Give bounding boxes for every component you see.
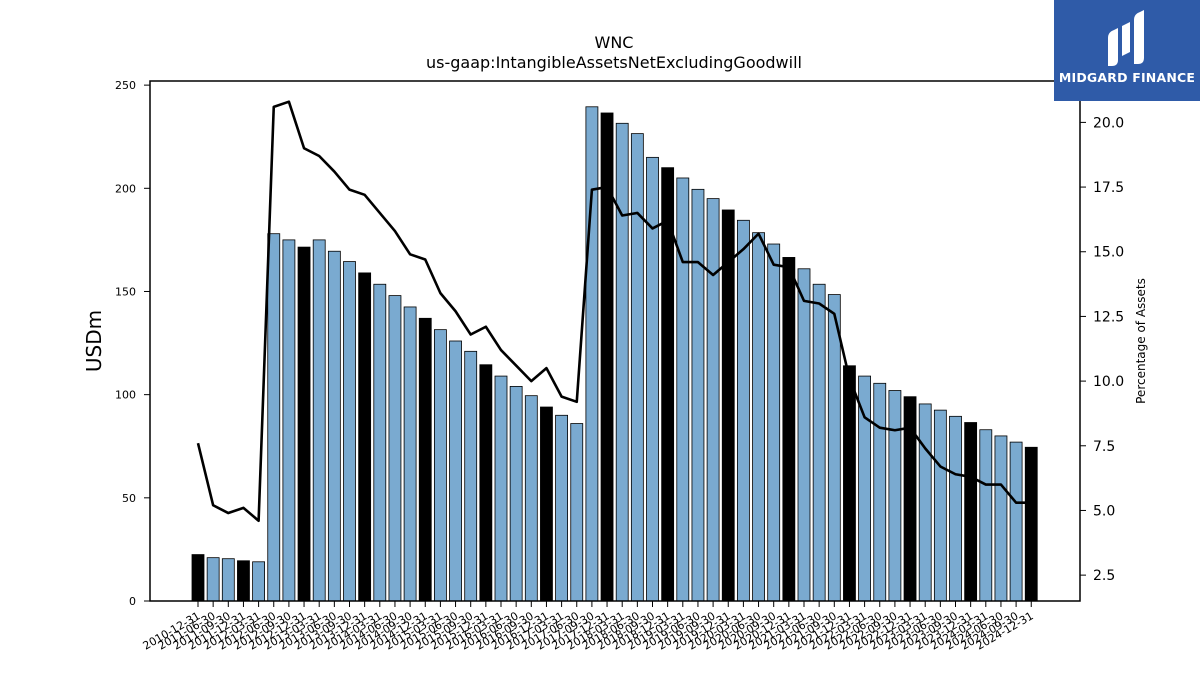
bar xyxy=(479,364,493,602)
bar xyxy=(782,257,796,602)
bar xyxy=(464,350,478,602)
bar xyxy=(737,219,750,602)
bar xyxy=(297,246,311,602)
bar xyxy=(767,243,781,602)
bar xyxy=(221,558,235,602)
y2-tick-label: 5.0 xyxy=(1093,503,1115,519)
bar xyxy=(494,375,508,602)
bar xyxy=(706,198,720,602)
bar xyxy=(252,561,266,602)
bar xyxy=(570,423,584,602)
bar xyxy=(312,239,326,602)
bar xyxy=(555,414,568,602)
y-tick-label: 50 xyxy=(122,492,136,505)
y-tick-label: 250 xyxy=(115,79,136,92)
bar xyxy=(691,188,705,602)
chart-title: WNC xyxy=(595,33,634,52)
bar xyxy=(812,283,826,602)
bar xyxy=(524,395,538,602)
bar xyxy=(388,295,402,602)
y2-tick-label: 2.5 xyxy=(1093,568,1115,584)
bar xyxy=(1009,441,1023,602)
midgard-logo-icon xyxy=(1108,10,1144,66)
bar xyxy=(797,268,811,602)
bar xyxy=(949,415,962,602)
bar xyxy=(918,403,932,602)
y-axis-label: USDm xyxy=(82,310,106,372)
y2-tick-label: 20.0 xyxy=(1093,115,1124,131)
bar xyxy=(540,406,553,602)
bar xyxy=(418,317,432,602)
bar xyxy=(433,329,447,602)
y2-tick-label: 17.5 xyxy=(1093,180,1124,196)
bar xyxy=(509,385,523,602)
bar xyxy=(994,435,1008,602)
brand-logo: MIDGARD FINANCE xyxy=(1054,0,1200,101)
bar xyxy=(979,429,993,602)
y2-tick-label: 15.0 xyxy=(1093,245,1124,261)
bar xyxy=(843,365,856,602)
y-tick-label: 0 xyxy=(129,595,136,608)
y2-axis-label: Percentage of Assets xyxy=(1134,278,1148,404)
y2-tick-label: 12.5 xyxy=(1093,309,1124,325)
bar xyxy=(267,233,281,602)
y-tick-label: 150 xyxy=(115,285,136,298)
bar xyxy=(343,261,356,602)
bar xyxy=(721,209,735,602)
y-tick-label: 100 xyxy=(115,389,136,402)
bar xyxy=(933,409,947,602)
bar xyxy=(449,340,462,602)
bar xyxy=(630,133,644,602)
bar xyxy=(676,177,690,602)
bar xyxy=(282,239,296,602)
bar xyxy=(327,250,341,602)
y2-tick-label: 7.5 xyxy=(1093,439,1115,455)
bar xyxy=(615,122,629,602)
bar xyxy=(373,283,387,602)
bar xyxy=(191,554,205,602)
chart-subtitle: us-gaap:IntangibleAssetsNetExcludingGood… xyxy=(426,53,802,72)
bar xyxy=(964,422,978,602)
y-tick-label: 200 xyxy=(115,182,136,195)
pct-assets-line xyxy=(196,100,1032,523)
bar xyxy=(827,294,841,602)
brand-name: MIDGARD FINANCE xyxy=(1058,70,1196,85)
bar xyxy=(237,560,250,602)
bar xyxy=(403,306,417,602)
bar xyxy=(585,106,599,602)
bar xyxy=(873,382,887,602)
bar xyxy=(888,390,902,602)
bar xyxy=(358,272,372,602)
bar xyxy=(752,232,765,602)
plot-frame xyxy=(149,80,1081,602)
bar xyxy=(1024,446,1038,602)
bar xyxy=(206,557,220,602)
y2-tick-label: 10.0 xyxy=(1093,374,1124,390)
